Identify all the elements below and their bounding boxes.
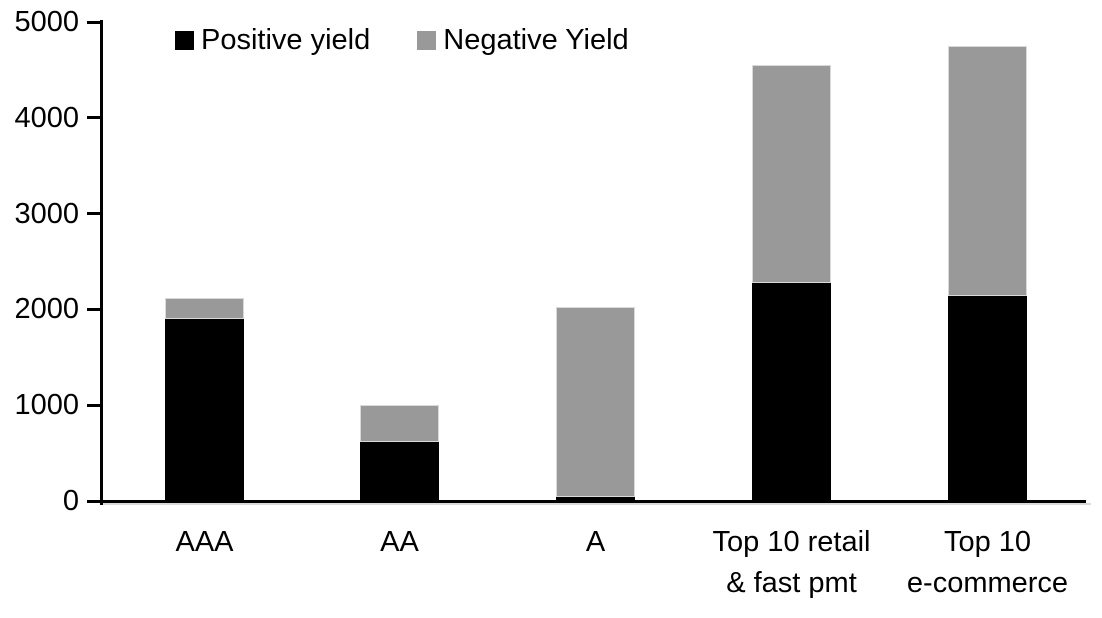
bar-segment-positive-1	[165, 318, 244, 503]
bar-segment-positive-2	[360, 441, 439, 503]
y-tick-label: 4000	[14, 101, 79, 134]
y-tick-label: 0	[62, 485, 79, 517]
chart-legend: Positive yield Negative Yield	[175, 24, 629, 57]
legend-item-positive-yield: Positive yield	[175, 24, 370, 57]
negative-yield-swatch-icon	[417, 31, 437, 50]
y-tick-label: 5000	[14, 6, 79, 38]
legend-item-negative-yield: Negative Yield	[417, 24, 629, 57]
x-axis-line	[100, 500, 1086, 503]
legend-label-negative-yield: Negative Yield	[443, 24, 629, 56]
positive-yield-swatch-icon	[175, 31, 194, 50]
y-tick-mark	[87, 307, 100, 311]
bar-segment-negative-3	[556, 306, 635, 498]
y-tick-label: 3000	[14, 197, 79, 230]
x-axis-underline	[100, 503, 1091, 505]
x-category-label: A	[585, 526, 606, 558]
y-tick-mark	[87, 116, 100, 120]
y-axis-line	[100, 20, 103, 505]
bar-segment-negative-5	[948, 45, 1027, 296]
x-category-label: AA	[380, 526, 419, 558]
bar-segment-positive-4	[752, 282, 831, 503]
y-tick-mark	[87, 499, 100, 503]
y-tick-mark	[87, 403, 100, 407]
y-tick-mark	[87, 20, 100, 24]
x-category-label: Top 10 retail & fast pmt	[712, 526, 871, 599]
x-category-label: AAA	[175, 526, 234, 558]
y-tick-label: 2000	[14, 293, 79, 326]
bar-segment-positive-5	[948, 295, 1027, 503]
bar-segment-negative-1	[165, 297, 244, 319]
bar-segment-negative-4	[752, 65, 831, 283]
bar-segment-negative-2	[360, 405, 439, 442]
x-category-label: Top 10 e-commerce	[906, 526, 1069, 599]
y-tick-mark	[87, 212, 100, 216]
legend-label-positive-yield: Positive yield	[201, 24, 371, 56]
y-tick-label: 1000	[14, 389, 79, 422]
